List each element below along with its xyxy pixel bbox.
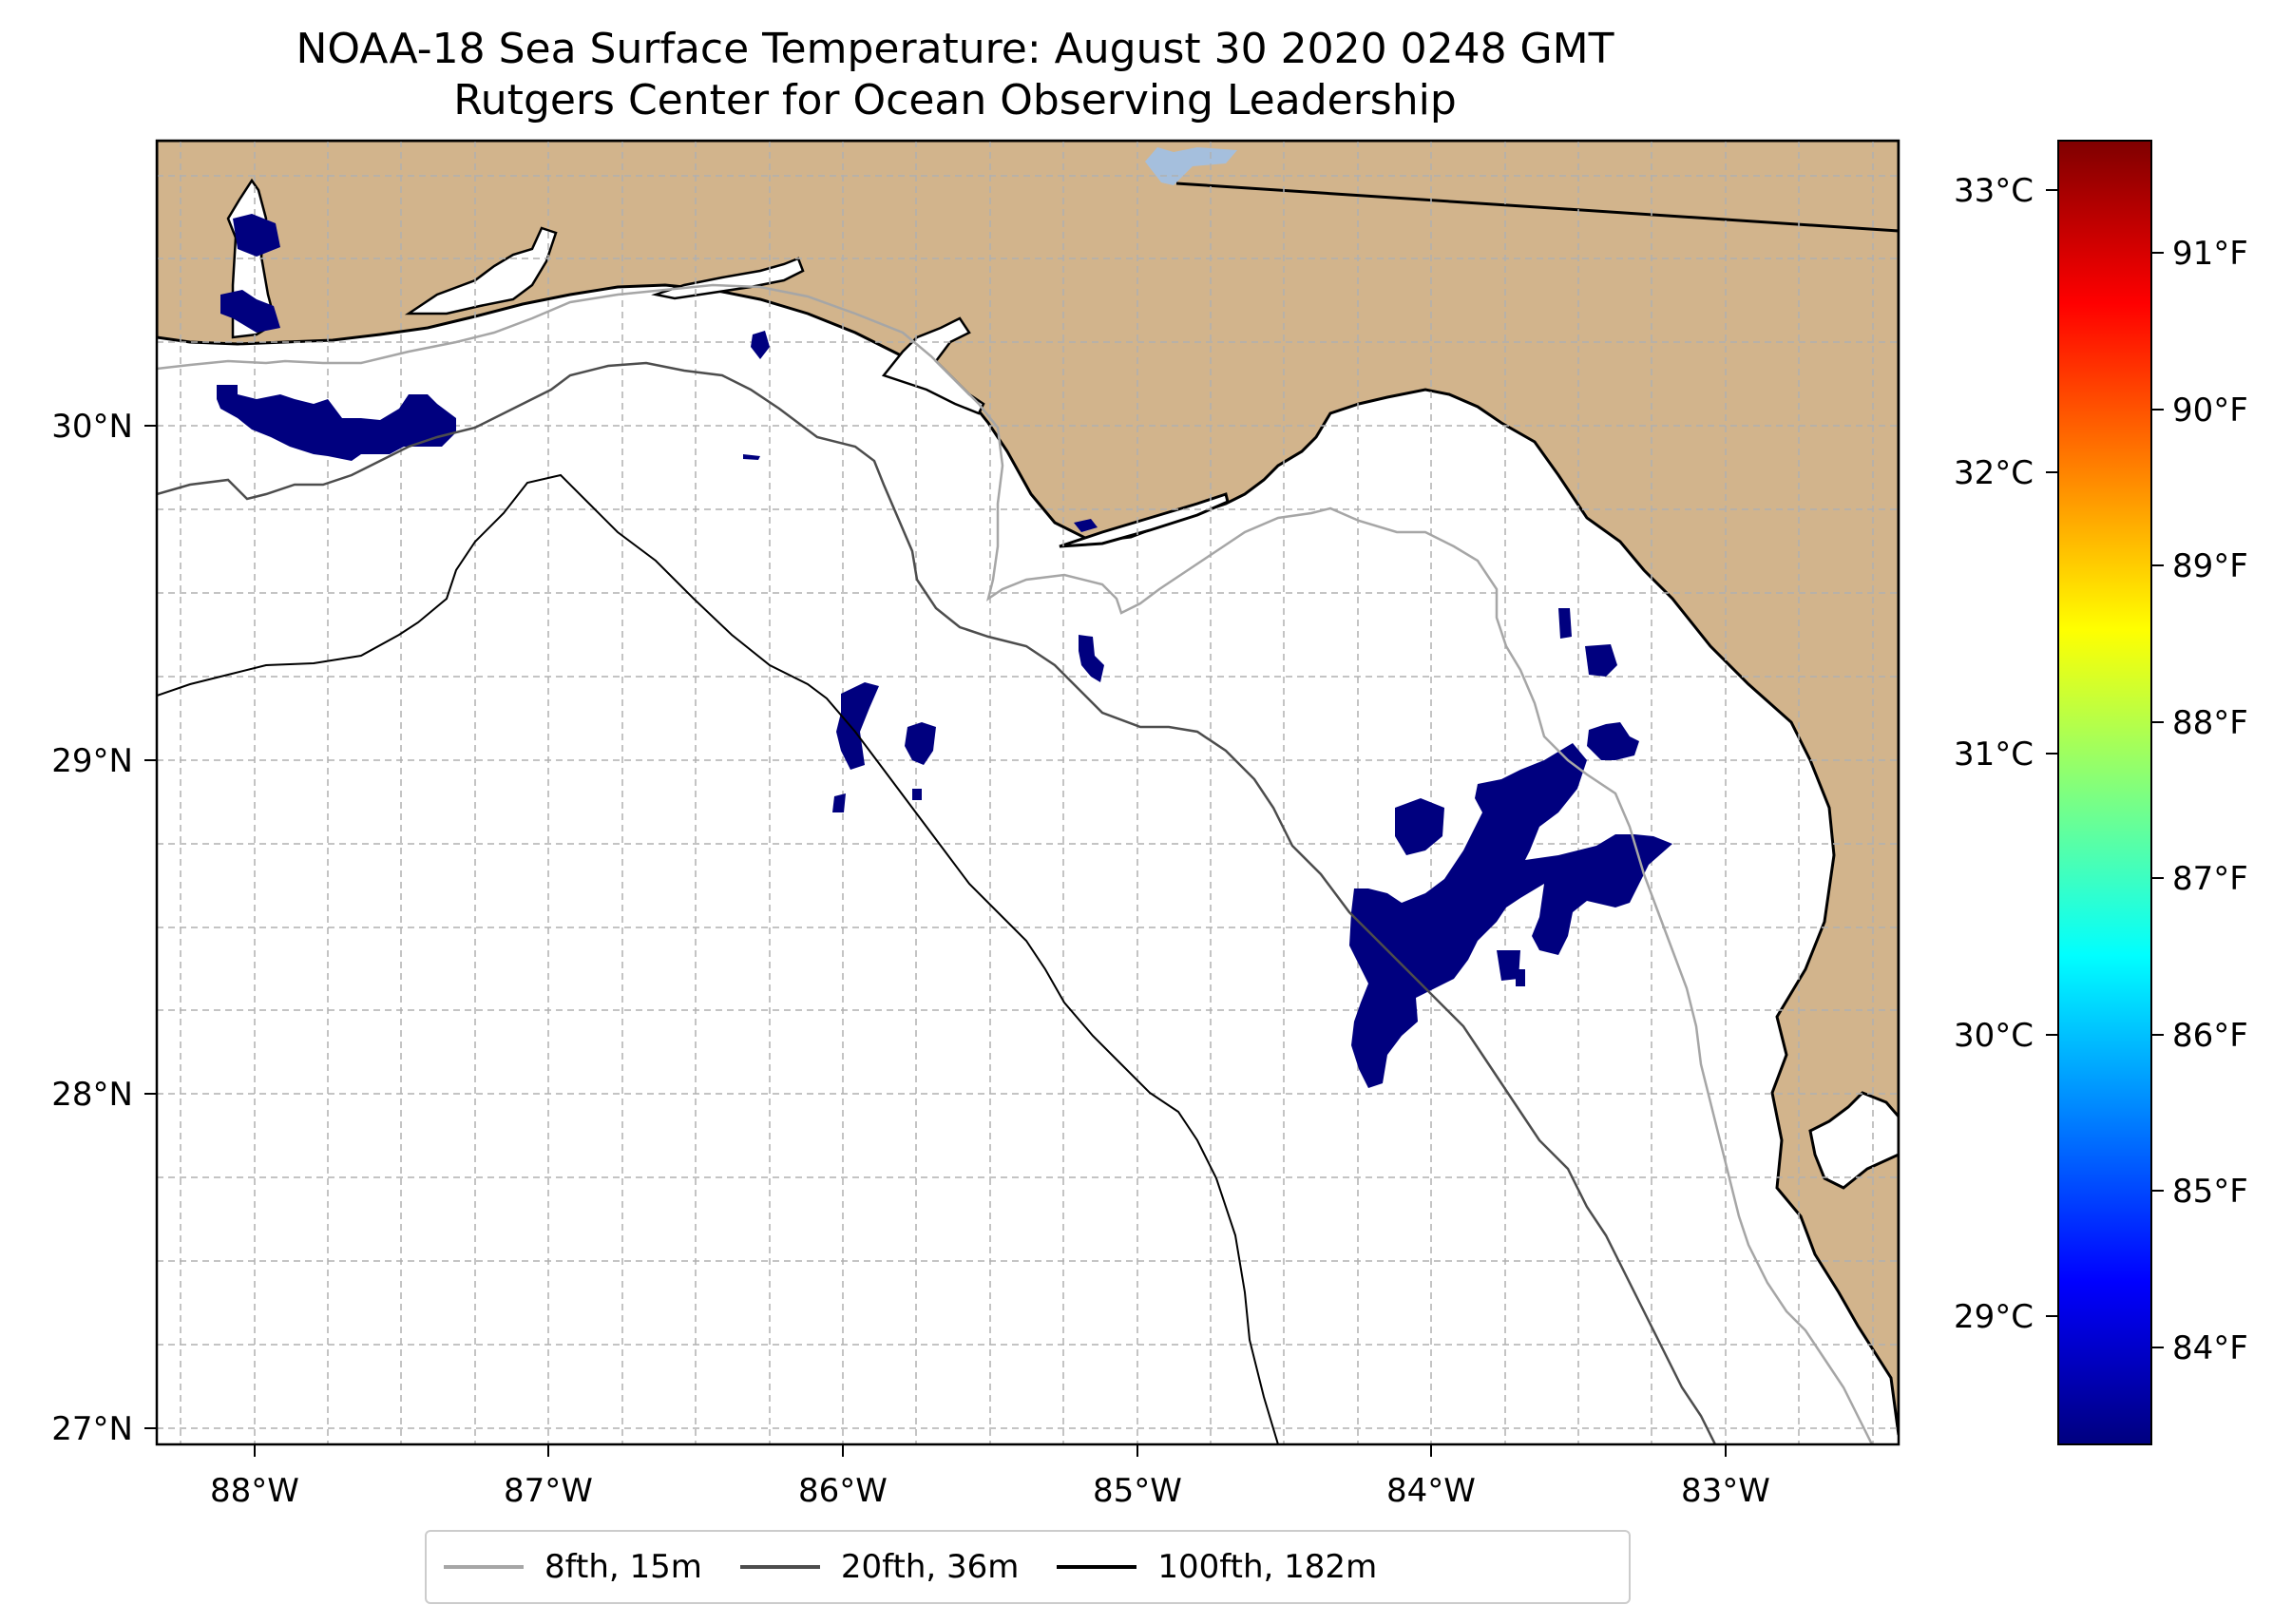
colorbar-c-33: 33°C — [1954, 172, 2034, 210]
lon-label-83W: 83°W — [1681, 1472, 1770, 1510]
lon-label-87W: 87°W — [504, 1472, 593, 1510]
sst-patch-shelf-3 — [832, 793, 846, 812]
sst-patch-small-2 — [743, 454, 760, 460]
colorbar-gradient — [2057, 140, 2152, 1445]
lat-label-30N: 30°N — [51, 408, 133, 446]
sst-patch-shelf-2 — [905, 722, 936, 765]
sst-patch-east-1 — [1585, 644, 1617, 677]
colorbar-f-87: 87°F — [2172, 860, 2248, 898]
colorbar-c-32: 32°C — [1954, 454, 2034, 492]
plot-frame — [155, 139, 1900, 1446]
graticule — [157, 141, 1899, 1444]
colorbar-c-30: 30°C — [1954, 1017, 2034, 1055]
colorbar-f-90: 90°F — [2172, 392, 2248, 430]
sst-patches — [217, 214, 1672, 1088]
colorbar: 33°C 32°C 31°C 30°C 29°C 91°F 90°F 89°F … — [1954, 140, 2248, 1445]
lat-label-27N: 27°N — [51, 1410, 133, 1448]
state-border — [1175, 182, 1899, 233]
sst-patch-shelf-1 — [836, 682, 879, 770]
colorbar-f-84: 84°F — [2172, 1329, 2248, 1367]
sst-patch-east-3 — [1497, 950, 1520, 981]
apalachicola-bay — [1059, 492, 1230, 548]
choctawhatchee-bay — [651, 257, 805, 300]
sst-patch-big-bend — [1395, 798, 1444, 855]
lat-label-29N: 29°N — [51, 742, 133, 780]
lon-label-88W: 88°W — [210, 1472, 299, 1510]
legend-label-8fth: 8fth, 15m — [544, 1548, 702, 1586]
sst-patch-mobile-bay — [233, 214, 280, 257]
sst-patch-east-2 — [1558, 608, 1572, 639]
sst-patch-mobile-bay-south — [220, 290, 280, 333]
tampa-bay — [1808, 1091, 1899, 1190]
legend-label-20fth: 20fth, 36m — [840, 1548, 1020, 1586]
lon-label-86W: 86°W — [798, 1472, 888, 1510]
legend-swatch-20fth — [739, 1565, 820, 1569]
colorbar-c-31: 31°C — [1954, 736, 2034, 774]
lon-ticks: 88°W 87°W 86°W 85°W 84°W 83°W — [210, 1444, 1770, 1510]
legend-item-100fth: 100fth, 182m — [1057, 1548, 1377, 1586]
sst-patch-west — [217, 385, 456, 461]
sst-patch-small-1 — [751, 331, 770, 359]
colorbar-f-91: 91°F — [2172, 235, 2248, 273]
contour-20fth-36m — [157, 361, 1717, 1444]
legend-item-8fth: 8fth, 15m — [444, 1548, 702, 1586]
map-title: NOAA-18 Sea Surface Temperature: August … — [296, 25, 1614, 73]
map-subtitle: Rutgers Center for Ocean Observing Leade… — [453, 76, 1457, 124]
lat-ticks: 30°N 29°N 28°N 27°N — [51, 408, 157, 1448]
legend-label-100fth: 100fth, 182m — [1157, 1548, 1378, 1586]
legend-item-20fth: 20fth, 36m — [739, 1548, 1020, 1586]
colorbar-c-29: 29°C — [1954, 1298, 2034, 1336]
contour-legend: 8fth, 15m 20fth, 36m 100fth, 182m — [425, 1530, 1631, 1604]
sst-patch-shelf-5 — [1079, 635, 1104, 682]
lat-label-28N: 28°N — [51, 1076, 133, 1114]
sst-patch-shelf-4 — [912, 789, 922, 800]
sst-patch-central — [1349, 743, 1672, 1088]
colorbar-f-86: 86°F — [2172, 1017, 2248, 1055]
colorbar-f-85: 85°F — [2172, 1173, 2248, 1211]
colorbar-f-88: 88°F — [2172, 704, 2248, 742]
legend-swatch-8fth — [444, 1565, 524, 1569]
sst-patch-northeast — [1587, 722, 1639, 760]
contour-100fth-182m — [157, 473, 1279, 1444]
colorbar-f-89: 89°F — [2172, 547, 2248, 585]
sst-patch-shelf-6 — [1074, 519, 1098, 532]
sst-patch-east-4 — [1516, 969, 1525, 986]
pensacola-bay — [404, 226, 558, 315]
inland-lake — [1145, 147, 1237, 185]
legend-swatch-100fth — [1057, 1565, 1137, 1569]
contour-8fth-15m — [157, 283, 1874, 1444]
lon-label-85W: 85°W — [1093, 1472, 1182, 1510]
lon-label-84W: 84°W — [1386, 1472, 1476, 1510]
